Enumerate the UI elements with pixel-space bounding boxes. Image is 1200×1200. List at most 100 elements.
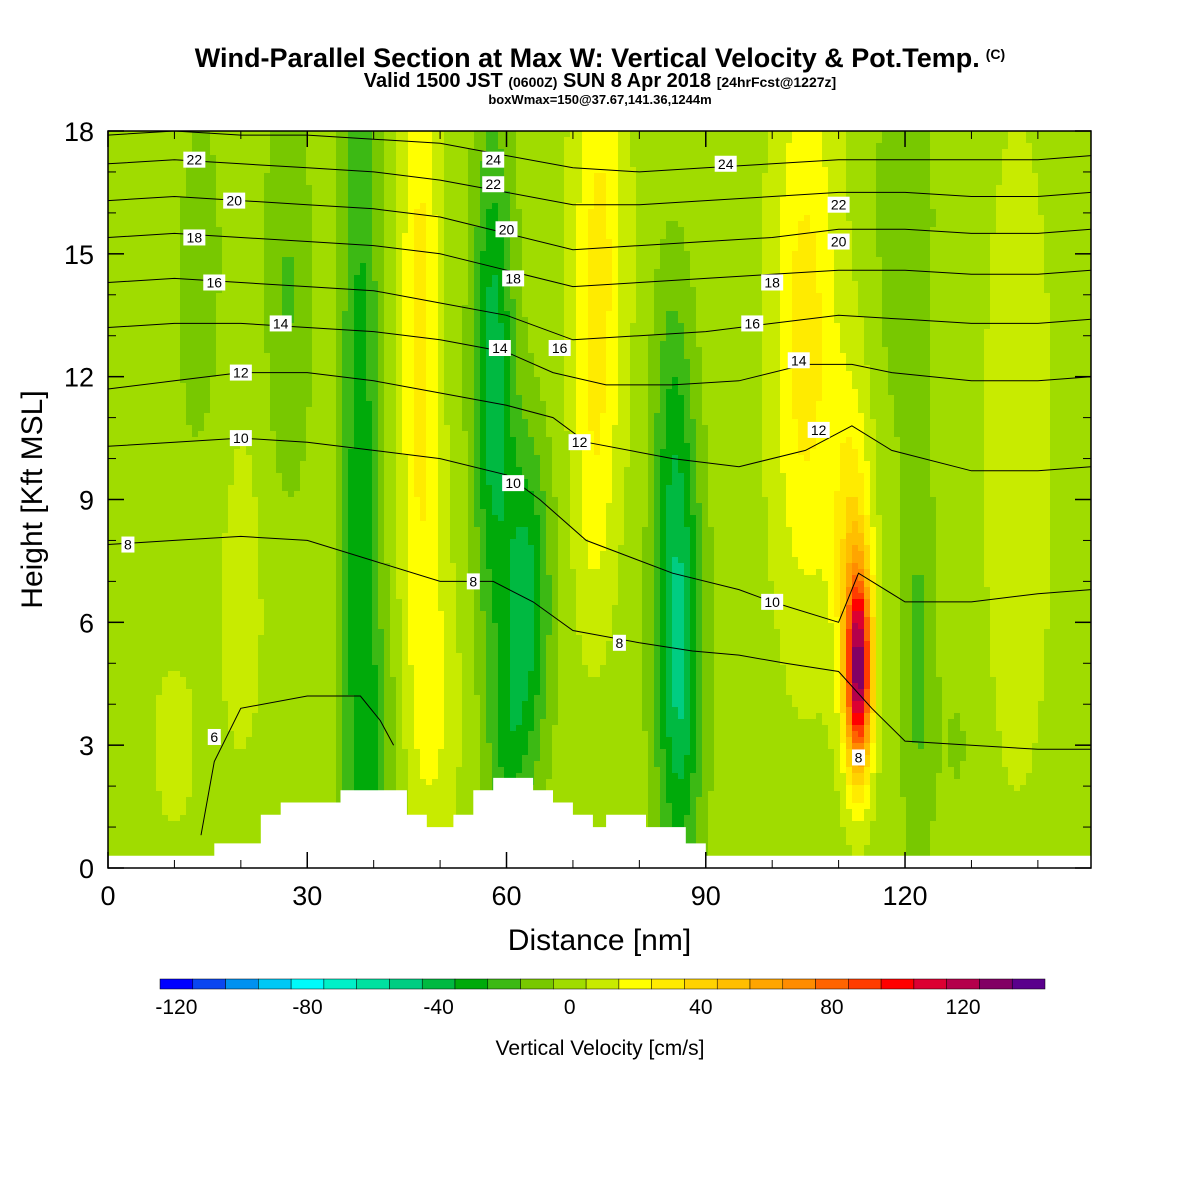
field-cell — [480, 143, 487, 150]
field-cell — [1002, 269, 1009, 276]
field-cell — [678, 185, 685, 192]
field-cell — [408, 281, 415, 288]
field-cell — [582, 281, 589, 288]
field-cell — [228, 209, 235, 216]
field-cell — [990, 221, 997, 228]
field-cell — [276, 287, 283, 294]
field-cell — [810, 275, 817, 282]
field-cell — [162, 209, 169, 216]
field-cell — [138, 257, 145, 264]
field-cell — [306, 155, 313, 162]
field-cell — [270, 143, 277, 150]
field-cell — [150, 239, 157, 246]
field-cell — [366, 155, 373, 162]
field-cell — [480, 221, 487, 228]
field-cell — [498, 167, 505, 174]
field-cell — [708, 179, 715, 186]
field-cell — [534, 245, 541, 252]
field-cell — [810, 173, 817, 180]
field-cell — [912, 215, 919, 222]
field-cell — [720, 143, 727, 150]
field-cell — [120, 269, 127, 276]
field-cell — [270, 245, 277, 252]
field-cell — [498, 191, 505, 198]
field-cell — [252, 299, 259, 306]
field-cell — [1026, 155, 1033, 162]
field-cell — [870, 185, 877, 192]
field-cell — [150, 251, 157, 258]
field-cell — [756, 233, 763, 240]
field-cell — [126, 287, 133, 294]
field-cell — [462, 173, 469, 180]
field-cell — [666, 221, 673, 228]
field-cell — [354, 233, 361, 240]
field-cell — [1038, 185, 1045, 192]
field-cell — [378, 311, 385, 318]
field-cell — [318, 191, 325, 198]
field-cell — [774, 167, 781, 174]
field-cell — [444, 293, 451, 300]
field-cell — [306, 131, 313, 138]
field-cell — [504, 251, 511, 258]
field-cell — [402, 137, 409, 144]
field-cell — [864, 221, 871, 228]
field-cell — [570, 239, 577, 246]
field-cell — [288, 299, 295, 306]
field-cell — [648, 179, 655, 186]
field-cell — [648, 251, 655, 258]
field-cell — [906, 155, 913, 162]
field-cell — [996, 173, 1003, 180]
field-cell — [570, 257, 577, 264]
field-cell — [174, 245, 181, 252]
field-cell — [336, 179, 343, 186]
field-cell — [714, 215, 721, 222]
field-cell — [846, 155, 853, 162]
field-cell — [690, 215, 697, 222]
field-cell — [642, 299, 649, 306]
field-cell — [576, 203, 583, 210]
field-cell — [660, 209, 667, 216]
field-cell — [570, 191, 577, 198]
field-cell — [624, 173, 631, 180]
field-cell — [702, 209, 709, 216]
field-cell — [246, 185, 253, 192]
field-cell — [570, 155, 577, 162]
field-cell — [678, 287, 685, 294]
field-cell — [1056, 287, 1063, 294]
field-cell — [162, 287, 169, 294]
field-cell — [1038, 239, 1045, 246]
field-cell — [216, 173, 223, 180]
field-cell — [774, 251, 781, 258]
field-cell — [954, 227, 961, 234]
field-cell — [522, 221, 529, 228]
field-cell — [912, 161, 919, 168]
field-cell — [534, 239, 541, 246]
field-cell — [486, 209, 493, 216]
field-cell — [846, 257, 853, 264]
field-cell — [624, 293, 631, 300]
field-cell — [870, 167, 877, 174]
field-cell — [822, 245, 829, 252]
field-cell — [288, 257, 295, 264]
field-cell — [792, 287, 799, 294]
field-cell — [708, 293, 715, 300]
field-cell — [966, 137, 973, 144]
field-cell — [162, 161, 169, 168]
field-cell — [300, 269, 307, 276]
field-cell — [246, 257, 253, 264]
field-cell — [396, 161, 403, 168]
field-cell — [1032, 149, 1039, 156]
field-cell — [996, 299, 1003, 306]
field-cell — [174, 239, 181, 246]
field-cell — [786, 215, 793, 222]
field-cell — [672, 203, 679, 210]
field-cell — [342, 221, 349, 228]
field-cell — [132, 149, 139, 156]
field-cell — [780, 197, 787, 204]
field-cell — [1062, 137, 1069, 144]
field-cell — [330, 311, 337, 318]
field-cell — [948, 305, 955, 312]
field-cell — [618, 293, 625, 300]
field-cell — [432, 203, 439, 210]
field-cell — [768, 131, 775, 138]
